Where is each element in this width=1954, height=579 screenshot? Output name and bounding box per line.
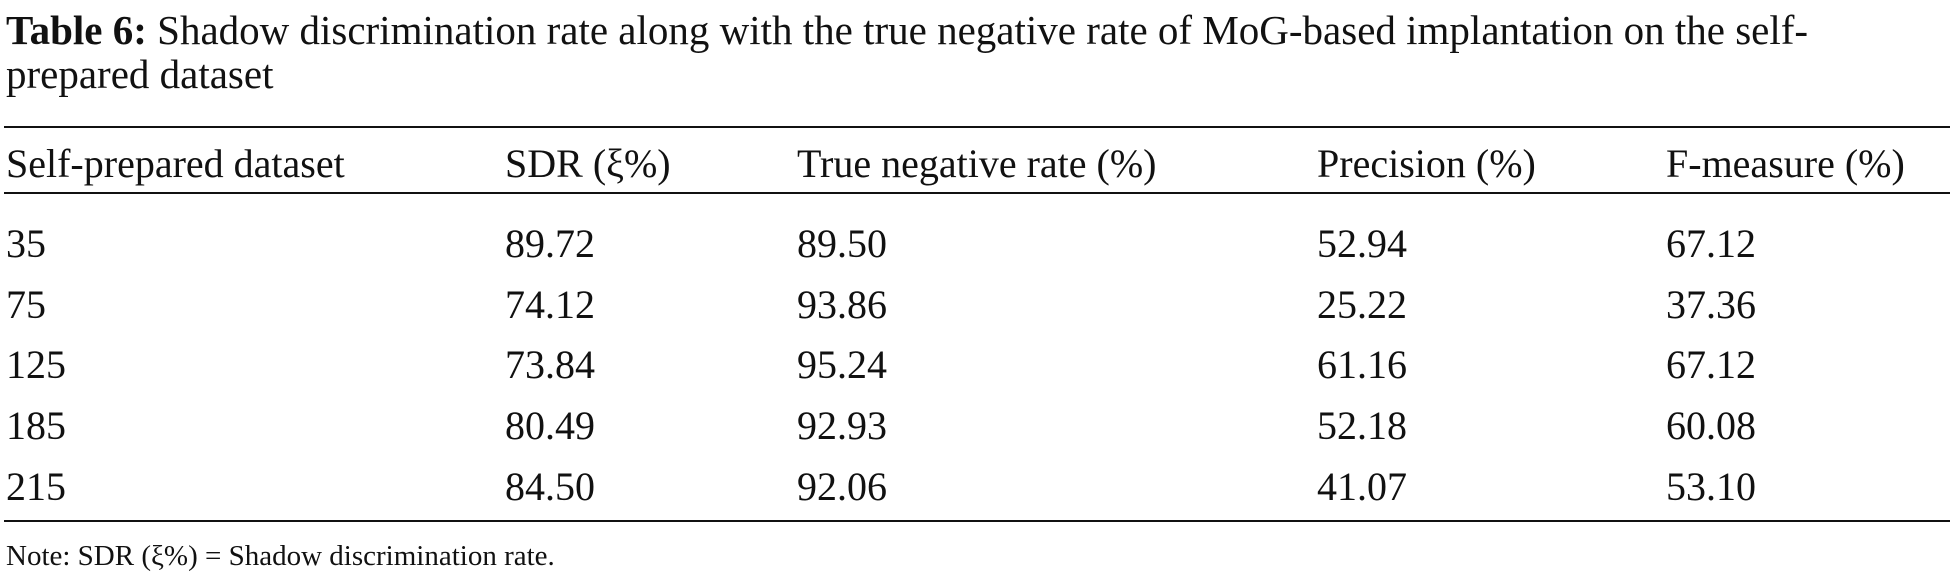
table-cell: 35 [6,221,46,266]
caption-label: Table 6: [6,7,147,53]
table-cell: 60.08 [1666,403,1756,448]
table-cell: 84.50 [505,464,595,509]
header-cell: Precision (%) [1317,141,1536,186]
header-rule [4,192,1950,194]
table-cell: 52.18 [1317,403,1407,448]
header-cell: F-measure (%) [1666,141,1905,186]
table-cell: 89.72 [505,221,595,266]
table-cell: 52.94 [1317,221,1407,266]
table-cell: 215 [6,464,66,509]
caption-text: Shadow discrimination rate along with th… [6,7,1809,97]
table-cell: 25.22 [1317,282,1407,327]
table-cell: 73.84 [505,342,595,387]
header-cell: True negative rate (%) [797,141,1157,186]
table-cell: 80.49 [505,403,595,448]
table-cell: 89.50 [797,221,887,266]
table-cell: 67.12 [1666,342,1756,387]
table-cell: 41.07 [1317,464,1407,509]
table-cell: 61.16 [1317,342,1407,387]
bottom-rule [4,520,1950,522]
table-cell: 95.24 [797,342,887,387]
table-cell: 185 [6,403,66,448]
table-cell: 74.12 [505,282,595,327]
table-cell: 53.10 [1666,464,1756,509]
table-cell: 92.06 [797,464,887,509]
top-rule [4,126,1950,128]
table-cell: 37.36 [1666,282,1756,327]
table-cell: 67.12 [1666,221,1756,266]
table-cell: 125 [6,342,66,387]
table-cell: 93.86 [797,282,887,327]
table-caption: Table 6: Shadow discrimination rate alon… [6,8,1946,96]
header-cell: SDR (ξ%) [505,141,671,186]
table-cell: 75 [6,282,46,327]
table-note: Note: SDR (ξ%) = Shadow discrimination r… [6,540,555,572]
table-cell: 92.93 [797,403,887,448]
header-cell: Self-prepared dataset [6,141,345,186]
